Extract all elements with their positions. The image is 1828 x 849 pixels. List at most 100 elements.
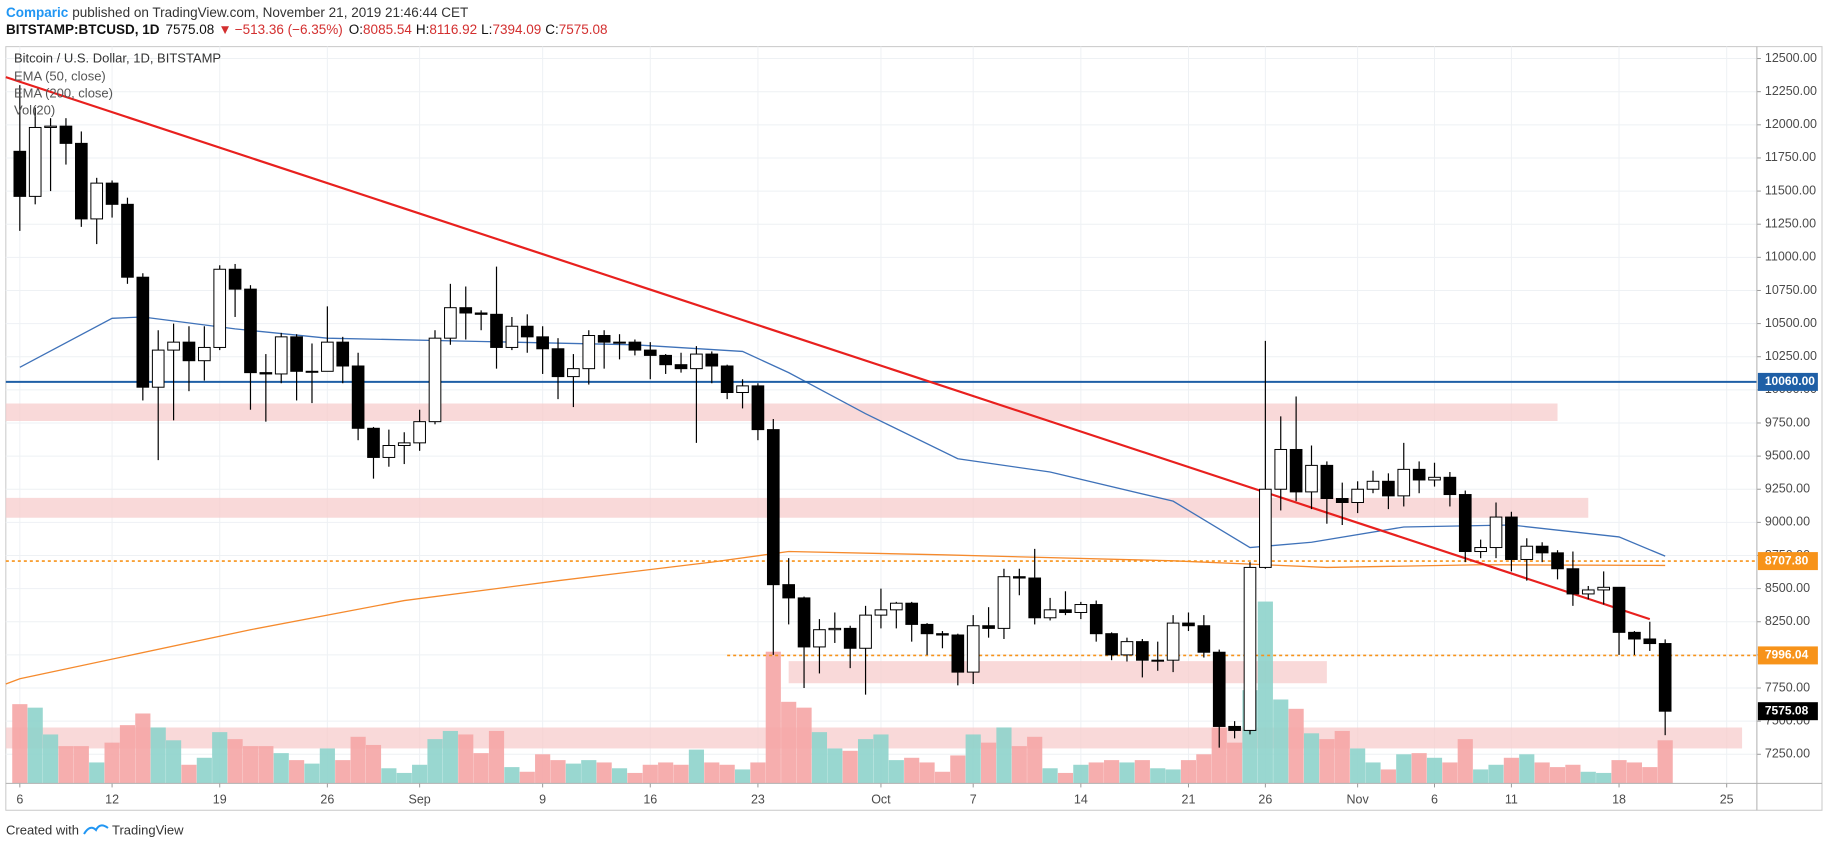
x-tick-label: 18 xyxy=(1612,792,1626,806)
candle-body xyxy=(597,335,611,343)
y-tick-label: 12000.00 xyxy=(1765,117,1817,131)
volume-bar xyxy=(181,764,197,784)
candle-body xyxy=(321,341,334,372)
volume-bar xyxy=(811,732,828,784)
volume-bar xyxy=(227,739,243,784)
y-tick-label: 7250.00 xyxy=(1765,747,1810,761)
candle-body xyxy=(105,182,119,205)
ema-line xyxy=(19,316,1666,557)
candle-body xyxy=(659,354,672,366)
candle-body xyxy=(966,625,980,673)
volume-bar xyxy=(1273,699,1289,784)
candle-body xyxy=(1136,641,1149,661)
volume-bar xyxy=(996,727,1012,784)
volume-bar xyxy=(427,739,443,784)
volume-bar xyxy=(1088,762,1104,784)
candle-body xyxy=(28,126,42,197)
x-tick-label: Nov xyxy=(1347,792,1370,806)
candle-body xyxy=(121,203,134,278)
volume-bar xyxy=(750,762,766,784)
y-tick-label: 8250.00 xyxy=(1765,614,1810,628)
candle-body xyxy=(1474,547,1487,553)
chart-title: Bitcoin / U.S. Dollar, 1D, BITSTAMP xyxy=(14,50,221,65)
candle-body xyxy=(674,364,688,370)
candle-body xyxy=(182,341,196,362)
candle-body xyxy=(1166,622,1180,661)
volume-bar xyxy=(857,739,874,784)
candle-body xyxy=(351,365,365,429)
y-tick-label: 10250.00 xyxy=(1765,349,1817,363)
volume-bar xyxy=(104,742,120,784)
candle-body xyxy=(367,427,380,458)
candle-body xyxy=(1458,494,1472,553)
volume-bar xyxy=(1657,740,1673,784)
x-tick-label: 7 xyxy=(970,792,977,806)
volume-bar xyxy=(1549,767,1566,784)
volume-bar xyxy=(1488,764,1504,784)
volume-bar xyxy=(242,746,259,784)
candle-body xyxy=(1335,498,1349,503)
zone xyxy=(5,403,1558,421)
x-tick-label: 26 xyxy=(320,792,334,806)
candle-body xyxy=(1428,476,1441,481)
volume-bar xyxy=(596,762,612,784)
volume-bar xyxy=(42,734,59,784)
volume-bar xyxy=(765,651,781,784)
candle-body xyxy=(567,368,580,378)
volume-bar xyxy=(350,736,366,784)
candle-body xyxy=(936,633,949,636)
c-val: 7575.08 xyxy=(559,22,608,37)
y-tick-label: 8500.00 xyxy=(1765,581,1810,595)
footer-brand: TradingView xyxy=(112,822,184,837)
arrow: ▼ xyxy=(218,22,231,37)
zone xyxy=(788,661,1327,684)
author: Comparic xyxy=(6,5,69,20)
footer-logo xyxy=(83,824,109,835)
legend-volume: Vol(20) xyxy=(14,102,55,117)
volume-bar xyxy=(1165,769,1181,784)
candle-body xyxy=(1274,448,1288,490)
candle-body xyxy=(259,372,273,375)
candle-body xyxy=(643,349,657,356)
publish-line: Comparic published on TradingView.com, No… xyxy=(6,5,468,20)
ema-line xyxy=(5,550,1666,685)
candle-body xyxy=(305,370,319,373)
candle-body xyxy=(1628,631,1641,640)
candle-body xyxy=(905,602,919,625)
volume-bar xyxy=(873,734,889,784)
candle-body xyxy=(1566,568,1580,595)
volume-bar xyxy=(965,734,981,784)
volume-bar xyxy=(642,764,658,784)
candle-body xyxy=(474,312,488,315)
candle-body xyxy=(1412,468,1426,481)
volume-bar xyxy=(289,760,305,784)
candle-body xyxy=(1658,643,1672,712)
candle-body xyxy=(628,341,642,351)
y-tick-label: 11500.00 xyxy=(1765,183,1816,197)
candle-body xyxy=(1489,516,1503,549)
volume-bar xyxy=(550,760,566,784)
candle-body xyxy=(274,336,288,375)
x-tick-label: Sep xyxy=(408,792,430,806)
volume-bar xyxy=(1196,754,1212,784)
volume-bar xyxy=(442,730,458,784)
symbol-line: BITSTAMP:BTCUSD, 1D 7575.08 ▼ −513.36 (−6.3… xyxy=(6,22,608,37)
candle-body xyxy=(74,142,88,220)
candle-body xyxy=(397,442,411,447)
candle-body xyxy=(1120,641,1134,656)
candle-body xyxy=(1305,464,1318,493)
candle-body xyxy=(244,288,257,374)
volume-bar xyxy=(1473,769,1489,784)
candle-body xyxy=(413,421,426,444)
y-tick-label: 11750.00 xyxy=(1765,150,1816,164)
candle-body xyxy=(1028,577,1042,619)
candle-body xyxy=(1059,609,1072,613)
volume-bar xyxy=(273,753,289,784)
x-tick-label: 26 xyxy=(1258,792,1272,806)
candle-body xyxy=(1397,468,1411,497)
volume-bar xyxy=(1519,754,1535,784)
y-tick-label: 9500.00 xyxy=(1765,448,1810,462)
candle-body xyxy=(1505,516,1518,560)
volume-bar xyxy=(488,730,505,784)
candle-body xyxy=(982,625,995,629)
